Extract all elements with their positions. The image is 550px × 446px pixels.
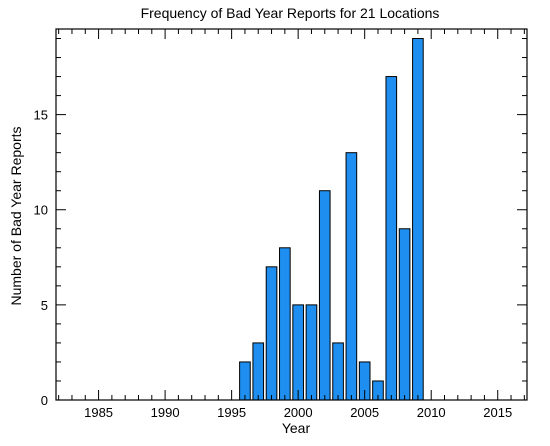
plot-frame bbox=[55, 28, 528, 401]
bar-1998 bbox=[265, 266, 278, 401]
bar-2003 bbox=[332, 342, 344, 401]
axes-group: 1985 1990 1995 2000 2005 2010 2015 0 5 10 15 bbox=[34, 28, 528, 420]
x-tick-label-1985: 1985 bbox=[84, 405, 113, 420]
bar-2007 bbox=[385, 76, 398, 401]
y-tick-label-10: 10 bbox=[34, 203, 48, 218]
x-tick-label-2005: 2005 bbox=[350, 405, 379, 420]
y-tick-label-15: 15 bbox=[34, 108, 48, 123]
bar-1996 bbox=[239, 361, 251, 401]
bar-2000 bbox=[292, 304, 304, 401]
bar-2002 bbox=[318, 190, 331, 401]
bar-2004 bbox=[345, 152, 358, 401]
x-tick-label-2000: 2000 bbox=[284, 405, 313, 420]
x-axis-label: Year bbox=[282, 420, 311, 436]
chart-title: Frequency of Bad Year Reports for 21 Loc… bbox=[141, 5, 440, 21]
y-axis-label: Number of Bad Year Reports bbox=[8, 127, 24, 306]
x-tick-label-1995: 1995 bbox=[217, 405, 246, 420]
bar-2001 bbox=[305, 304, 318, 401]
x-tick-label-1990: 1990 bbox=[151, 405, 180, 420]
bar-1997 bbox=[252, 342, 265, 401]
bars-group bbox=[239, 38, 424, 401]
x-tick-label-2010: 2010 bbox=[417, 405, 446, 420]
bar-1999 bbox=[279, 247, 291, 401]
bar-2009 bbox=[412, 38, 424, 401]
y-tick-label-0: 0 bbox=[41, 393, 48, 408]
y-tick-label-5: 5 bbox=[41, 298, 48, 313]
bar-2008 bbox=[398, 228, 411, 401]
x-tick-label-2015: 2015 bbox=[483, 405, 512, 420]
